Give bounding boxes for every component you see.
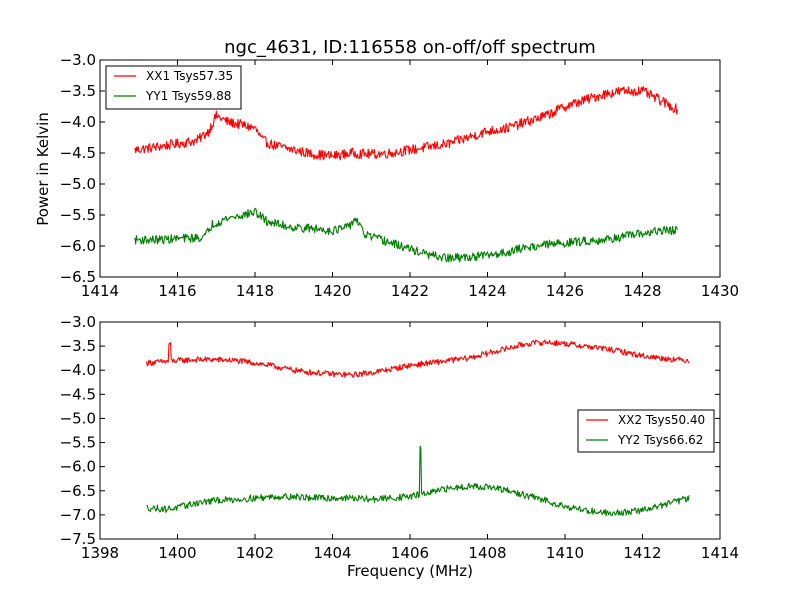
bottom-y-tick-label: −3.5 bbox=[60, 337, 96, 355]
top-series-line-2 bbox=[134, 207, 678, 263]
top-y-tick-label: −4.0 bbox=[60, 113, 96, 131]
top-y-tick-label: −6.0 bbox=[60, 237, 96, 255]
bottom-legend: XX2 Tsys50.40 YY2 Tsys66.62 bbox=[577, 409, 715, 453]
bottom-y-tick-label: −7.5 bbox=[60, 530, 96, 548]
top-x-tick-label: 1424 bbox=[468, 282, 506, 300]
bottom-y-tick-label: −4.5 bbox=[60, 385, 96, 403]
top-y-tick-label: −5.0 bbox=[60, 175, 96, 193]
top-x-tick-label: 1420 bbox=[313, 282, 351, 300]
top-y-axis-label: Power in Kelvin bbox=[34, 112, 52, 226]
top-x-tick-label: 1426 bbox=[546, 282, 584, 300]
top-axis-ticks: 1414 1416 1418 1420 1422 1424 1426 1428 1430 −6.5… bbox=[60, 51, 740, 300]
bottom-series-line-1 bbox=[145, 339, 690, 378]
top-y-tick-label: −3.5 bbox=[60, 82, 96, 100]
bottom-x-axis-label: Frequency (MHz) bbox=[347, 562, 473, 580]
bottom-y-tick-label: −3.0 bbox=[60, 313, 96, 331]
bottom-x-tick-label: 1406 bbox=[391, 544, 429, 562]
top-y-tick-label: −6.5 bbox=[60, 268, 96, 286]
bottom-legend-label-1: XX2 Tsys50.40 bbox=[618, 413, 705, 427]
top-y-tick-label: −5.5 bbox=[60, 206, 96, 224]
bottom-legend-label-2: YY2 Tsys66.62 bbox=[617, 433, 703, 447]
top-series-lines bbox=[134, 85, 678, 263]
bottom-legend-box bbox=[577, 409, 715, 453]
top-x-tick-label: 1422 bbox=[391, 282, 429, 300]
top-y-tick-label: −3.0 bbox=[60, 51, 96, 69]
top-legend-label-1: XX1 Tsys57.35 bbox=[146, 69, 233, 83]
bottom-series-lines bbox=[145, 339, 690, 517]
top-x-tick-label: 1428 bbox=[623, 282, 661, 300]
top-plot-panel: 1414 1416 1418 1420 1422 1424 1426 1428 1430 −6.5… bbox=[34, 51, 739, 300]
bottom-x-tick-label: 1400 bbox=[158, 544, 196, 562]
bottom-y-tick-label: −4.0 bbox=[60, 361, 96, 379]
bottom-y-tick-label: −7.0 bbox=[60, 506, 96, 524]
bottom-plot-panel: 1398 1400 1402 1404 1406 1408 1410 1412 1414 −7.5… bbox=[60, 313, 740, 580]
bottom-y-tick-label: −5.5 bbox=[60, 434, 96, 452]
top-legend-label-2: YY1 Tsys59.88 bbox=[145, 89, 231, 103]
top-series-line-1 bbox=[134, 85, 678, 161]
bottom-x-tick-label: 1404 bbox=[313, 544, 351, 562]
top-x-tick-label: 1418 bbox=[236, 282, 274, 300]
top-legend: XX1 Tsys57.35 YY1 Tsys59.88 bbox=[105, 65, 242, 110]
bottom-y-tick-label: −6.0 bbox=[60, 458, 96, 476]
bottom-axis-ticks: 1398 1400 1402 1404 1406 1408 1410 1412 1414 −7.5… bbox=[60, 313, 740, 562]
bottom-x-tick-label: 1412 bbox=[623, 544, 661, 562]
top-x-tick-label: 1416 bbox=[158, 282, 196, 300]
top-x-tick-label: 1414 bbox=[81, 282, 119, 300]
bottom-series-line-2 bbox=[146, 445, 690, 517]
bottom-x-tick-label: 1402 bbox=[236, 544, 274, 562]
bottom-x-tick-label: 1408 bbox=[468, 544, 506, 562]
bottom-x-tick-label: 1398 bbox=[81, 544, 119, 562]
bottom-x-tick-label: 1414 bbox=[701, 544, 739, 562]
top-legend-box bbox=[105, 65, 242, 110]
bottom-y-tick-label: −5.0 bbox=[60, 409, 96, 427]
top-x-tick-label: 1430 bbox=[701, 282, 739, 300]
bottom-x-tick-label: 1410 bbox=[546, 544, 584, 562]
top-y-tick-label: −4.5 bbox=[60, 144, 96, 162]
chart-title: ngc_4631, ID:116558 on-off/off spectrum bbox=[224, 37, 596, 58]
bottom-y-tick-label: −6.5 bbox=[60, 482, 96, 500]
